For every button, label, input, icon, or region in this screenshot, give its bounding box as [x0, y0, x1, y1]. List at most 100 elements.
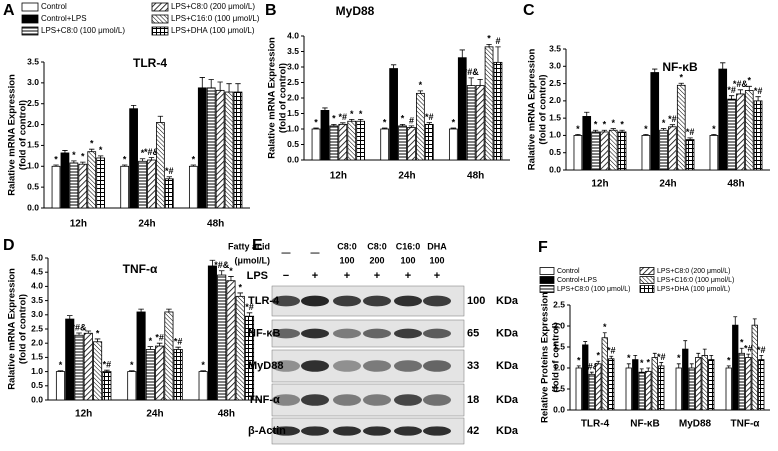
y-tick-label: 2.0 [553, 320, 565, 330]
chart-title: TLR-4 [133, 56, 167, 70]
significance-label: * [677, 353, 681, 363]
error-bar [89, 148, 95, 152]
error-bar [652, 352, 657, 358]
bar [725, 367, 732, 411]
significance-label: # [409, 115, 414, 125]
error-bar [190, 164, 197, 167]
blot-band [363, 360, 391, 372]
bar [632, 359, 639, 411]
legend-swatch [639, 285, 655, 293]
error-bar [459, 49, 465, 58]
lane-agent: DHA [427, 241, 447, 251]
error-bar [746, 353, 751, 358]
y-tick-label: 0.0 [549, 164, 561, 174]
blot-band [333, 426, 361, 436]
error-bar [62, 150, 68, 153]
error-bar [66, 315, 73, 320]
error-bar [139, 158, 146, 162]
bar [83, 332, 93, 401]
y-axis-label: (fold of control) [538, 74, 549, 144]
y-tick-label: 0.5 [553, 383, 565, 393]
y-tick-label: 0.0 [287, 154, 299, 164]
error-bar [104, 369, 110, 372]
significance-label: * [332, 114, 336, 124]
significance-label: * [646, 357, 650, 367]
error-bar [156, 342, 163, 347]
bar [93, 341, 103, 401]
y-tick-label: 1.0 [287, 123, 299, 133]
error-bar [696, 352, 701, 358]
y-tick-label: 3.0 [31, 309, 43, 319]
error-bar [157, 115, 164, 123]
bar [676, 84, 686, 171]
y-tick-label: 3.0 [549, 61, 561, 71]
error-bar [583, 341, 588, 345]
error-bar [331, 123, 337, 126]
x-tick-label: 24h [398, 171, 415, 182]
lane-lps: + [405, 270, 411, 282]
bar [215, 89, 225, 209]
error-bar [382, 127, 388, 129]
legend-label: LPS+DHA (100 μmol/L) [171, 26, 255, 35]
bar [575, 367, 582, 411]
blot-band [363, 394, 391, 406]
y-tick-label: 2.0 [27, 119, 39, 129]
significance-label: # [495, 36, 500, 46]
lane-dose: 100 [429, 255, 444, 265]
error-bar [235, 83, 241, 93]
y-axis-label: (fold of control) [278, 63, 289, 133]
lane-lps: + [344, 270, 350, 282]
significance-label: * [596, 351, 600, 361]
bar [96, 157, 106, 209]
bar [659, 129, 668, 171]
bar [224, 91, 234, 209]
x-tick-label: 24h [138, 219, 155, 230]
legend-swatch [21, 26, 39, 36]
significance-label: * [576, 124, 580, 134]
significance-label: * [54, 154, 58, 164]
error-bar [702, 348, 707, 356]
error-bar [322, 107, 328, 111]
y-axis-label: (fold of control) [551, 322, 562, 392]
bar [641, 135, 651, 171]
error-bar [226, 83, 232, 93]
y-tick-label: 2.0 [287, 92, 299, 102]
significance-label: * [577, 355, 581, 365]
error-bar [759, 355, 764, 360]
bar [347, 120, 357, 161]
error-bar [129, 370, 135, 372]
significance-label: * [612, 118, 616, 128]
y-tick-label: 1.0 [31, 366, 43, 376]
bar [727, 98, 736, 171]
bar [573, 135, 583, 171]
error-bar [643, 133, 649, 136]
significance-label: * [59, 360, 63, 370]
bar [173, 349, 183, 401]
bar [668, 126, 677, 171]
error-bar [739, 347, 744, 354]
blot-band [301, 295, 329, 307]
error-bar [609, 355, 614, 359]
legend-swatch [151, 26, 169, 36]
significance-label: * [662, 118, 666, 128]
bar [69, 162, 79, 209]
error-bar [426, 122, 432, 125]
y-tick-label: 0.0 [553, 404, 565, 414]
blot-band [333, 295, 361, 307]
y-tick-label: 1.5 [549, 112, 561, 122]
error-bar [166, 308, 172, 312]
blot-band [363, 295, 391, 307]
error-bar [746, 85, 752, 91]
y-tick-label: 2.5 [553, 299, 565, 309]
panel-label: C [523, 2, 535, 19]
significance-label: * [680, 73, 684, 83]
bar [217, 274, 227, 401]
y-axis-label: Relative Proteins Expression [540, 292, 551, 423]
significance-label: * [603, 120, 607, 130]
bar [738, 352, 745, 411]
significance-label: *# [165, 166, 174, 176]
bar [582, 344, 589, 411]
bar [311, 128, 321, 161]
panel-label: D [3, 237, 15, 254]
significance-label: *# [607, 346, 616, 356]
